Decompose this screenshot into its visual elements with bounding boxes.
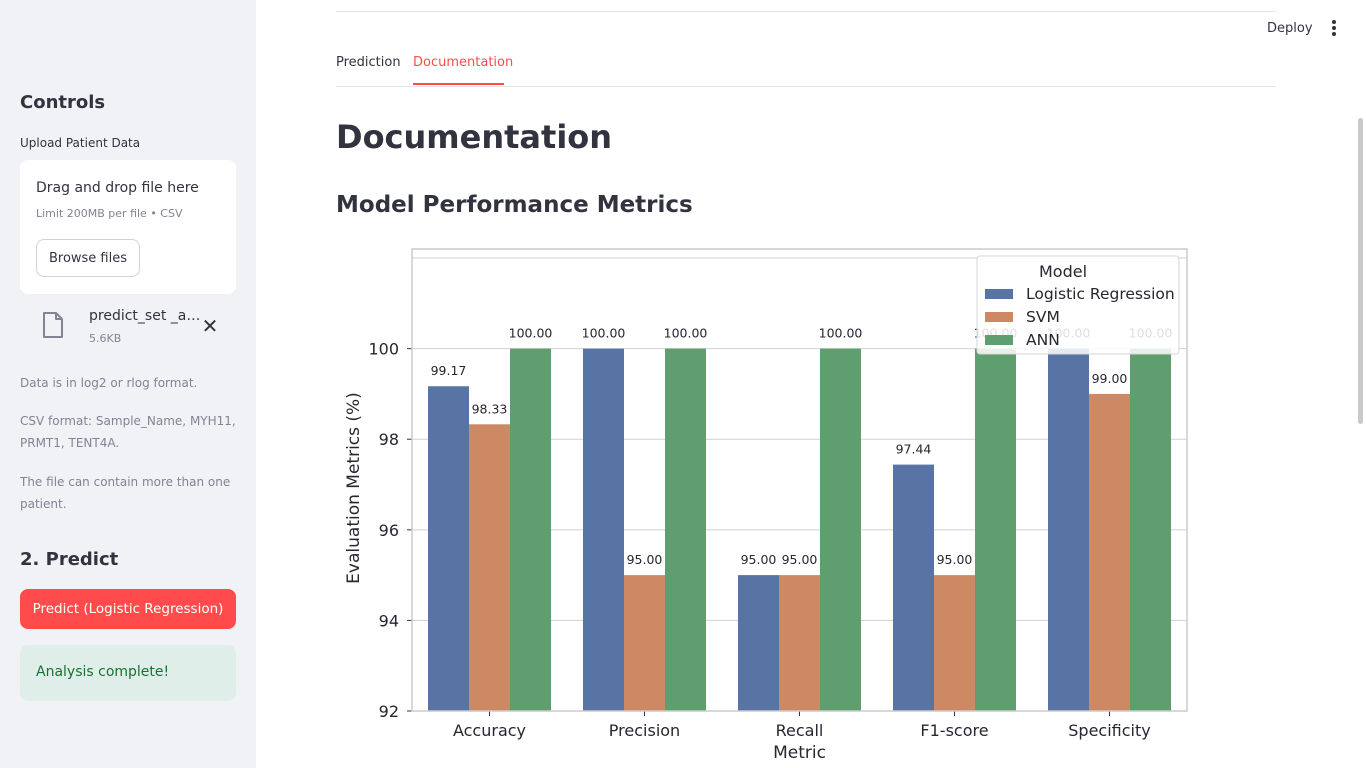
bar-value-label: 100.00 [582,326,626,341]
more-menu-icon[interactable] [1326,20,1342,40]
legend-title: Model [1039,262,1087,281]
y-tick-label: 98 [379,430,399,449]
bar-value-label: 97.44 [896,442,932,457]
bar [1130,348,1171,711]
predict-button[interactable]: Predict (Logistic Regression) [20,589,236,629]
file-size: 5.6KB [89,332,122,345]
legend-box [976,255,1180,355]
success-message: Analysis complete! [36,664,170,680]
bar [510,348,551,711]
bar-value-label: 99.00 [1092,371,1128,386]
upload-label: Upload Patient Data [20,136,141,150]
y-tick-label: 100 [368,340,399,359]
info-csv-format: CSV format: Sample_Name, MYH11, PRMT1, T… [20,414,236,450]
legend-label: SVM [1026,308,1060,326]
dropzone-limit: Limit 200MB per file • CSV [36,207,183,220]
tab-bar: Prediction Documentation [336,52,1276,87]
top-divider [336,11,1276,12]
dropzone-title: Drag and drop file here [36,180,199,196]
bar [428,386,469,711]
x-tick-label: Recall [776,721,824,740]
y-tick-label: 92 [379,702,399,721]
legend-swatch [985,335,1013,345]
file-dropzone[interactable]: Drag and drop file here Limit 200MB per … [20,160,236,294]
bar [975,348,1016,711]
file-name: predict_set _all_samples.csv [89,308,201,324]
success-alert: Analysis complete! [20,645,236,701]
deploy-button[interactable]: Deploy [1267,21,1313,36]
bar-value-label: 100.00 [509,326,553,341]
bar [820,348,861,711]
x-tick-label: Accuracy [453,721,526,740]
bar-value-label: 100.00 [664,326,708,341]
y-axis-label: Evaluation Metrics (%) [344,392,364,584]
bar-value-label: 99.17 [431,363,467,378]
bar [738,575,779,711]
tab-documentation[interactable]: Documentation [413,55,514,70]
bar [934,575,975,711]
page-title: Documentation [336,118,613,156]
scrollbar[interactable] [1358,118,1363,424]
info-format: Data is in log2 or rlog format. [20,376,198,390]
legend-label: ANN [1026,331,1060,349]
bar [624,575,665,711]
x-tick-label: Precision [609,721,680,740]
bar-value-label: 95.00 [937,552,973,567]
tab-prediction[interactable]: Prediction [336,55,401,70]
legend-swatch [985,289,1013,299]
plot-frame [411,248,1188,712]
close-icon[interactable]: ✕ [201,314,219,338]
x-tick-label: Specificity [1068,721,1150,740]
bar-value-label: 100.00 [819,326,863,341]
bar [1089,393,1130,711]
uploaded-file: predict_set _all_samples.csv 5.6KB ✕ [20,302,236,352]
bar [469,424,510,711]
file-icon [43,312,63,338]
bar-value-label: 95.00 [741,552,777,567]
bar [893,464,934,711]
section-title: Model Performance Metrics [336,192,693,218]
x-tick-label: F1-score [920,721,988,740]
x-axis-label: Metric [773,743,826,763]
legend-label: Logistic Regression [1026,285,1175,303]
bar [1048,348,1089,711]
y-tick-label: 96 [379,521,399,540]
sidebar-title: Controls [20,92,106,113]
bar-value-label: 98.33 [472,401,508,416]
bar-value-label: 95.00 [627,552,663,567]
browse-files-button[interactable]: Browse files [36,239,140,277]
info-multi-patient: The file can contain more than one patie… [20,475,231,511]
bar [779,575,820,711]
performance-chart: 92 94 96 98 100 99.17 98.33 100.00 Accuracy 100.0… [344,248,1188,763]
active-tab-indicator [413,83,504,85]
y-tick-label: 94 [379,611,399,630]
bar-value-label: 95.00 [782,552,818,567]
bar [665,348,706,711]
sidebar: Controls Upload Patient Data Drag and dr… [0,0,256,768]
predict-heading: 2. Predict [20,549,119,570]
bar [583,348,624,711]
legend-swatch [985,312,1013,322]
